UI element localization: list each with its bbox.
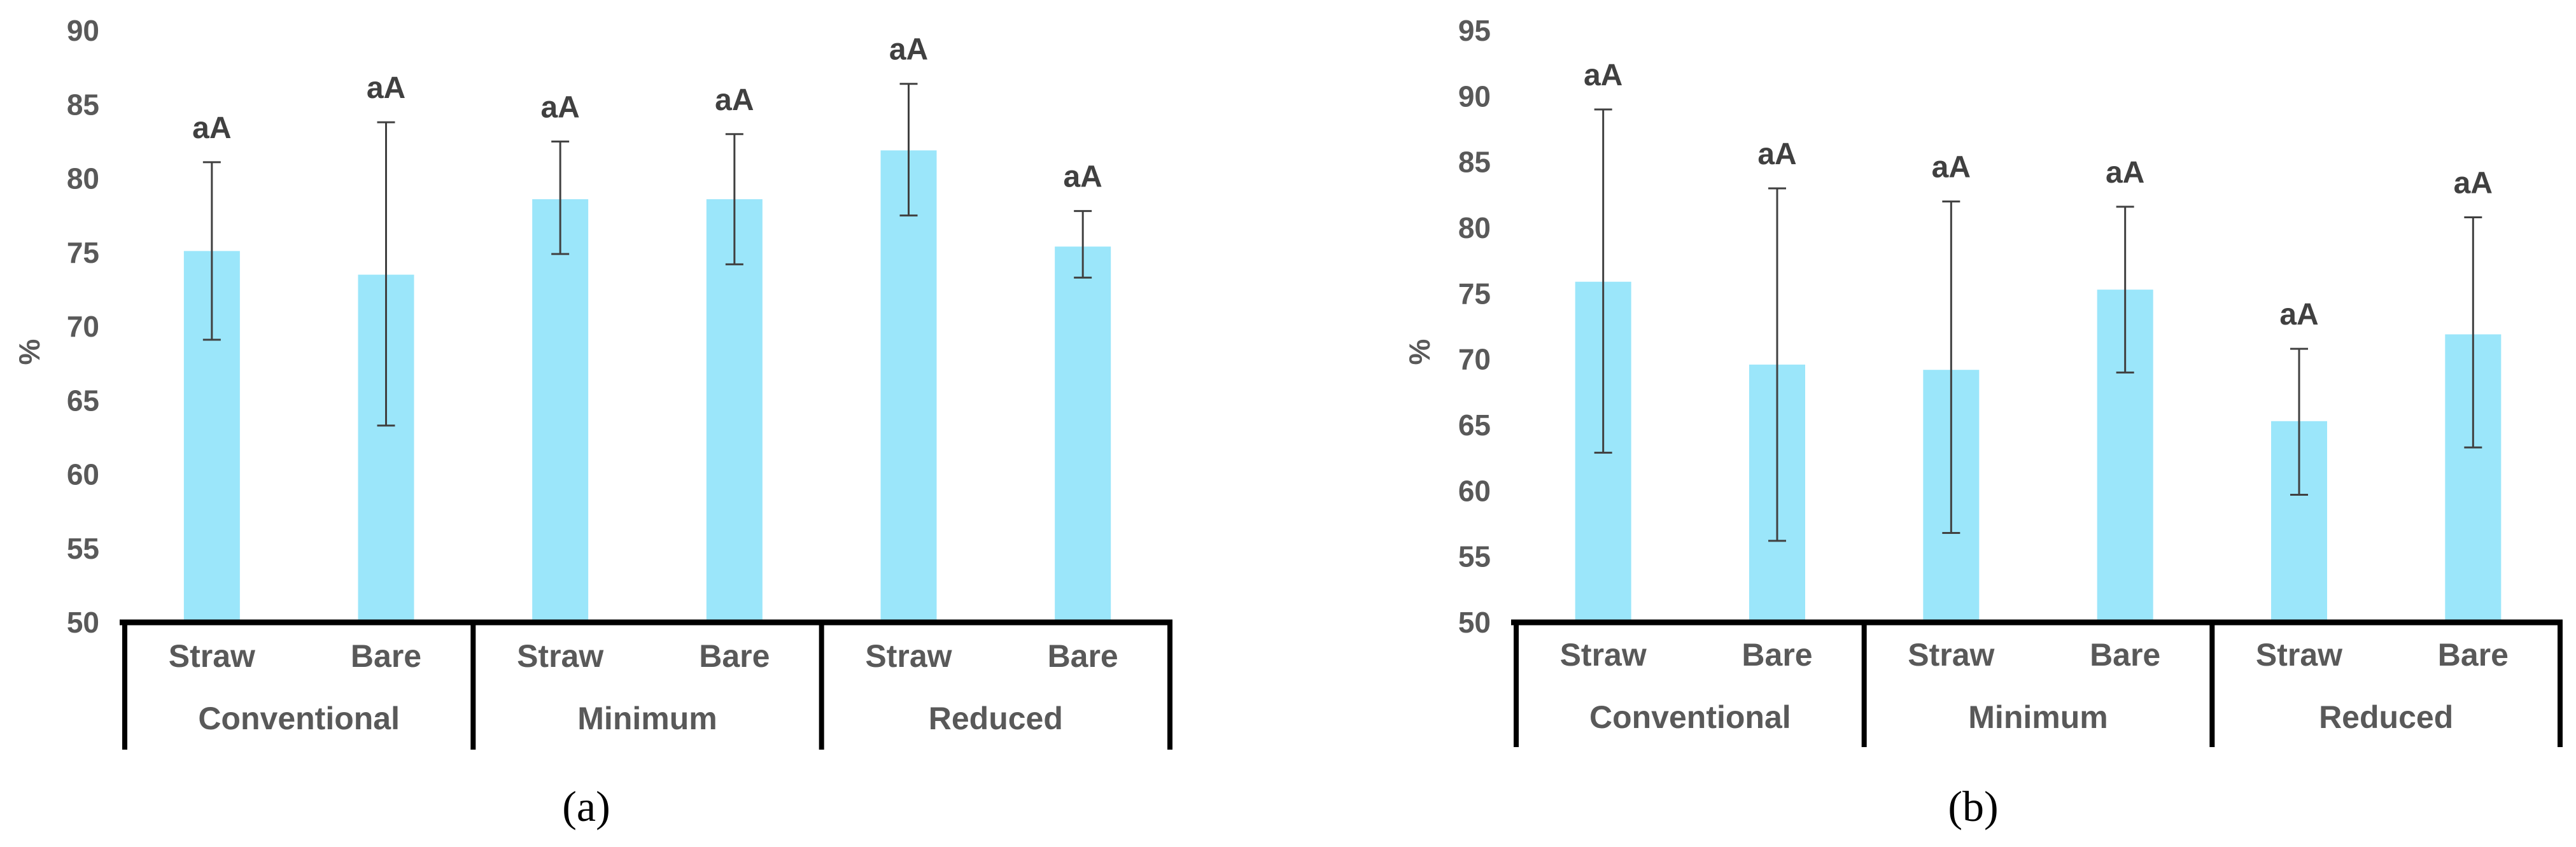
significance-label: aA [1757, 137, 1796, 171]
y-tick-label: 55 [1458, 540, 1491, 573]
significance-label: aA [367, 71, 405, 105]
y-tick-label: 60 [67, 458, 99, 491]
group-label: Reduced [929, 701, 1063, 736]
category-label: Straw [2256, 637, 2342, 673]
y-tick-label: 75 [1458, 277, 1491, 310]
y-tick-label: 95 [1458, 14, 1491, 47]
category-label: Straw [1908, 637, 1994, 673]
y-tick-label: 65 [1458, 409, 1491, 442]
panel-label: (a) [562, 782, 610, 830]
y-axis-label: % [1403, 339, 1436, 365]
y-tick-label: 55 [67, 532, 99, 565]
bar [706, 199, 763, 622]
significance-label: aA [2454, 166, 2493, 200]
significance-label: aA [2106, 156, 2144, 190]
significance-label: aA [540, 90, 579, 124]
category-label: Bare [1048, 638, 1118, 674]
significance-label: aA [1063, 160, 1102, 194]
significance-label: aA [192, 111, 231, 145]
y-tick-label: 85 [1458, 146, 1491, 179]
significance-label: aA [889, 33, 928, 67]
y-tick-label: 75 [67, 236, 99, 269]
group-label: Reduced [2319, 699, 2453, 735]
y-tick-label: 85 [67, 88, 99, 121]
category-label: Straw [1560, 637, 1647, 673]
significance-label: aA [2279, 298, 2318, 332]
category-label: Bare [351, 638, 421, 674]
y-tick-label: 70 [1458, 343, 1491, 376]
panel-label: (b) [1948, 782, 1998, 830]
y-tick-label: 65 [67, 384, 99, 417]
bar [880, 150, 937, 622]
y-tick-label: 70 [67, 310, 99, 343]
y-tick-label: 50 [67, 606, 99, 639]
y-tick-label: 50 [1458, 606, 1491, 639]
category-label: Straw [517, 638, 603, 674]
significance-label: aA [715, 83, 754, 117]
group-label: Conventional [198, 701, 400, 736]
bar [1055, 246, 1111, 622]
y-tick-label: 80 [67, 162, 99, 195]
category-label: Straw [169, 638, 255, 674]
chart-b: 50 55 60 65 70 75 80 85 90 95% aA Straw aA Bare aA Stra… [1403, 14, 2563, 830]
group-label: Conventional [1589, 699, 1791, 735]
significance-label: aA [1932, 151, 1971, 185]
group-label: Minimum [1968, 699, 2108, 735]
category-label: Bare [1742, 637, 1812, 673]
category-label: Bare [2438, 637, 2509, 673]
group-label: Minimum [577, 701, 717, 736]
y-tick-label: 80 [1458, 211, 1491, 244]
y-axis-label: % [13, 339, 46, 365]
y-tick-label: 90 [67, 14, 99, 47]
category-label: Bare [2090, 637, 2160, 673]
significance-label: aA [1584, 59, 1622, 92]
category-label: Straw [865, 638, 952, 674]
chart-a: 50 55 60 65 70 75 80 85 90% aA Straw aA Bare aA Straw a… [13, 14, 1172, 830]
y-tick-label: 60 [1458, 474, 1491, 507]
bar [532, 199, 589, 622]
category-label: Bare [699, 638, 770, 674]
y-tick-label: 90 [1458, 80, 1491, 113]
